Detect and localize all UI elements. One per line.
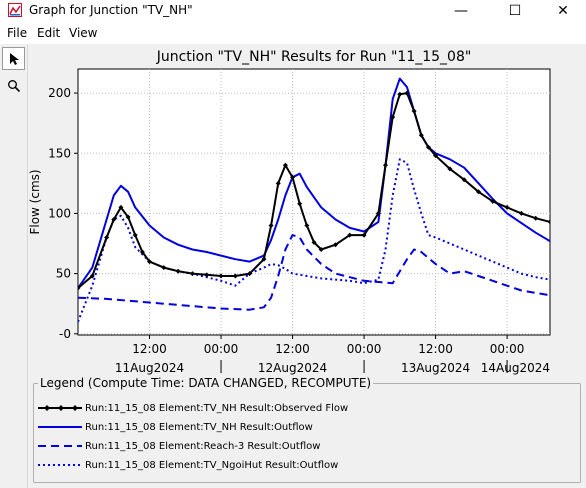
observed-point	[118, 204, 124, 210]
observed-point	[290, 174, 296, 180]
observed-point	[111, 216, 117, 222]
observed-point	[490, 198, 496, 204]
observed-point	[418, 132, 424, 138]
y-tick-label: 100	[48, 206, 71, 220]
window-title: Graph for Junction "TV_NH"	[29, 3, 193, 17]
legend-entry-outflow: Run:11_15_08 Element:TV_NH Result:Outflo…	[38, 420, 313, 434]
observed-point	[375, 210, 381, 216]
observed-point	[433, 153, 439, 159]
date-label: 11Aug2024	[115, 361, 184, 375]
graph-panel: Junction "TV_NH" Results for Run "11_15_…	[28, 44, 586, 488]
x-tick-label: 00:00	[204, 342, 239, 356]
x-tick-label: 12:00	[132, 342, 167, 356]
x-tick-label: 00:00	[490, 342, 525, 356]
menu-bar: File Edit View	[0, 24, 586, 44]
legend-title: Legend (Compute Time: DATA CHANGED, RECO…	[38, 376, 374, 390]
observed-point	[161, 265, 167, 271]
observed-point	[268, 222, 274, 228]
y-tick-label: 150	[48, 146, 71, 160]
observed-point	[518, 210, 524, 216]
minimize-icon: —	[454, 2, 468, 19]
observed-point	[78, 285, 81, 291]
pointer-tool-button[interactable]	[2, 47, 25, 70]
observed-point	[533, 215, 539, 221]
observed-point	[475, 189, 481, 195]
maximize-button[interactable]: ☐	[492, 0, 538, 21]
legend-label-reach3: Run:11_15_08 Element:Reach-3 Result:Outf…	[85, 440, 321, 452]
y-tick-label: 200	[48, 86, 71, 100]
date-label: 14Aug2024	[481, 361, 550, 375]
magnifier-icon	[7, 79, 20, 92]
observed-point	[461, 177, 467, 183]
observed-point	[247, 271, 253, 277]
observed-point	[383, 162, 389, 168]
date-label: 13Aug2024	[401, 361, 470, 375]
legend-swatch-ngoihut	[38, 464, 82, 466]
legend-swatch-outflow	[38, 426, 82, 428]
legend-label-observed: Run:11_15_08 Element:TV_NH Result:Observ…	[85, 402, 349, 414]
observed-point	[125, 214, 131, 220]
flow-chart: Junction "TV_NH" Results for Run "11_15_…	[28, 49, 551, 375]
maximize-icon: ☐	[508, 2, 522, 19]
observed-point	[147, 259, 153, 265]
menu-view[interactable]: View	[69, 26, 98, 40]
minimize-button[interactable]: —	[438, 0, 484, 21]
observed-point	[547, 219, 550, 225]
y-tick-label: -0	[59, 327, 71, 341]
close-icon: ✕	[557, 2, 569, 19]
plot-area	[77, 68, 551, 336]
x-tick-label: 12:00	[418, 342, 453, 356]
x-tick-label: 12:00	[275, 342, 310, 356]
pointer-arrow-icon	[9, 52, 19, 65]
observed-point	[397, 91, 403, 97]
legend-label-ngoihut: Run:11_15_08 Element:TV_NgoiHut Result:O…	[85, 459, 339, 471]
series-ngoihut-outflow	[78, 158, 550, 323]
observed-point	[282, 162, 288, 168]
observed-point	[218, 273, 224, 279]
menu-file[interactable]: File	[7, 26, 28, 40]
observed-point	[347, 232, 353, 238]
legend-swatch-reach3	[38, 445, 82, 447]
observed-point	[261, 256, 267, 262]
observed-point	[304, 222, 310, 228]
observed-point	[411, 108, 417, 114]
legend-label-outflow: Run:11_15_08 Element:TV_NH Result:Outflo…	[85, 421, 313, 433]
date-label: 12Aug2024	[258, 361, 327, 375]
observed-point	[311, 239, 317, 245]
observed-point	[425, 144, 431, 150]
observed-point	[361, 232, 367, 238]
app-icon	[8, 3, 22, 17]
observed-point	[404, 90, 410, 96]
observed-point	[504, 204, 510, 210]
y-axis-label: Flow (cms)	[28, 169, 42, 234]
menu-edit[interactable]: Edit	[37, 26, 61, 40]
zoom-tool-button[interactable]	[2, 74, 25, 97]
observed-point	[104, 235, 110, 241]
y-tick-label: 50	[56, 267, 71, 281]
observed-point	[132, 232, 138, 238]
title-bar: Graph for Junction "TV_NH" — ☐ ✕	[0, 0, 586, 21]
close-button[interactable]: ✕	[540, 0, 586, 21]
legend-entry-reach3: Run:11_15_08 Element:Reach-3 Result:Outf…	[38, 439, 320, 453]
observed-point	[447, 166, 453, 172]
legend-entry-observed: Run:11_15_08 Element:TV_NH Result:Observ…	[38, 401, 348, 415]
observed-point	[297, 201, 303, 207]
observed-point	[139, 249, 145, 255]
legend-entry-ngoihut: Run:11_15_08 Element:TV_NgoiHut Result:O…	[38, 458, 338, 472]
observed-point	[332, 242, 338, 248]
series-reach3-outflow	[78, 234, 550, 311]
legend-swatch-observed	[38, 405, 82, 411]
x-tick-label: 00:00	[347, 342, 382, 356]
observed-point	[275, 180, 281, 186]
side-toolbar	[0, 44, 28, 488]
series-tv-nh-outflow	[78, 77, 550, 289]
observed-point	[189, 271, 195, 277]
observed-point	[175, 268, 181, 274]
observed-point	[318, 247, 324, 253]
observed-point	[232, 273, 238, 279]
observed-point	[390, 114, 396, 120]
observed-point	[204, 272, 210, 278]
observed-point	[89, 273, 95, 279]
chart-title: Junction "TV_NH" Results for Run "11_15_…	[156, 49, 472, 65]
